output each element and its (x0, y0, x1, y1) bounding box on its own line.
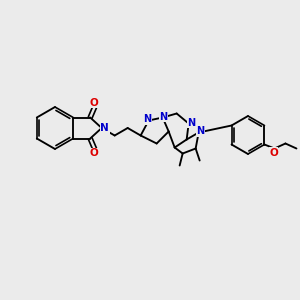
Text: O: O (90, 98, 99, 108)
Text: O: O (269, 148, 278, 158)
Text: N: N (100, 123, 109, 133)
Text: N: N (188, 118, 196, 128)
Text: O: O (90, 148, 99, 158)
Text: N: N (160, 112, 168, 122)
Text: N: N (196, 127, 205, 136)
Text: N: N (144, 115, 152, 124)
